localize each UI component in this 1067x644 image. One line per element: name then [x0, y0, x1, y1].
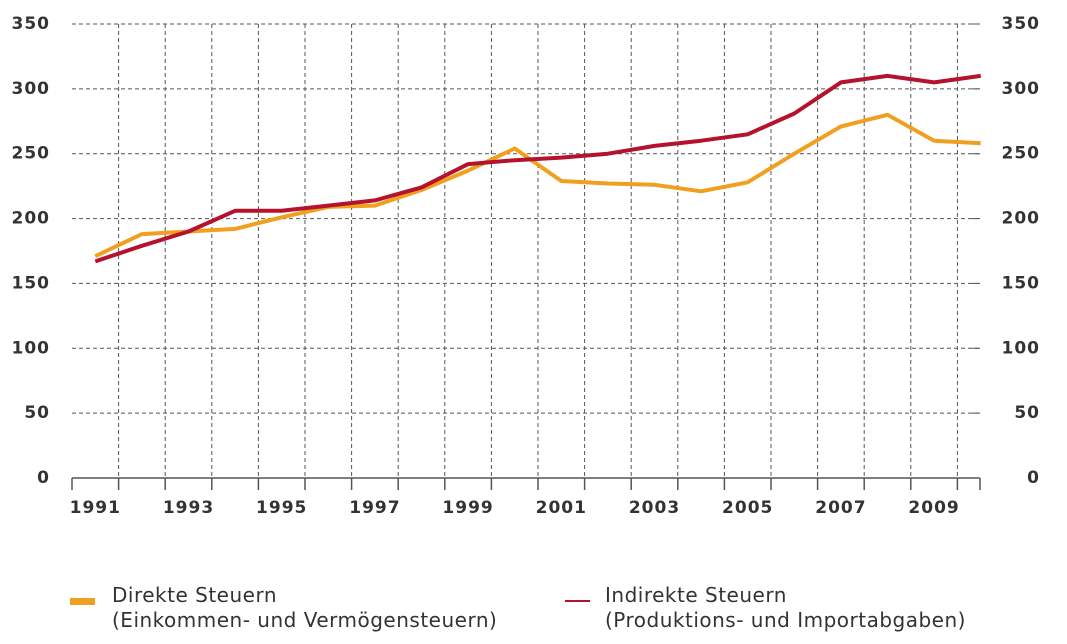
legend-swatch	[70, 597, 95, 605]
x-tick-label: 1995	[256, 498, 307, 518]
y2-tick-label: 0	[1027, 468, 1040, 488]
y-tick-label: 50	[24, 403, 50, 423]
y2-tick-label: 150	[1002, 273, 1041, 293]
y2-tick-label: 200	[1002, 209, 1041, 229]
legend-swatch	[565, 600, 590, 602]
y-tick-label: 300	[12, 79, 51, 99]
y-tick-label: 100	[12, 338, 51, 358]
x-tick-label: 2007	[815, 498, 866, 518]
line-series	[94, 73, 981, 264]
y-tick-label: 150	[12, 273, 51, 293]
x-tick-label: 2009	[908, 498, 959, 518]
x-tick-label: 2001	[536, 498, 587, 518]
y-tick-label: 0	[37, 468, 50, 488]
legend-label: Indirekte Steuern (Produktions- und Impo…	[605, 583, 966, 632]
legend-label: Direkte Steuern (Einkommen- und Vermögen…	[112, 583, 498, 632]
x-tick-label: 2003	[629, 498, 680, 518]
y-tick-label: 350	[12, 14, 51, 34]
x-tick-label: 1993	[163, 498, 214, 518]
chart: 0 50 100 150 200 250 300 350 0 50 100 150 200 250 300 3…	[12, 14, 1041, 518]
y2-tick-label: 100	[1002, 338, 1041, 358]
y2-tick-label: 50	[1014, 403, 1040, 423]
y-tick-label: 250	[12, 144, 51, 164]
x-tick-label: 1997	[349, 498, 400, 518]
y2-tick-label: 250	[1002, 144, 1041, 164]
y2-tick-label: 350	[1002, 14, 1041, 34]
x-tick-label: 1991	[70, 498, 121, 518]
y2-tick-label: 300	[1002, 79, 1041, 99]
y-tick-label: 200	[12, 209, 51, 229]
x-tick-label: 2005	[722, 498, 773, 518]
line-series	[94, 112, 981, 259]
x-tick-label: 1999	[442, 498, 493, 518]
